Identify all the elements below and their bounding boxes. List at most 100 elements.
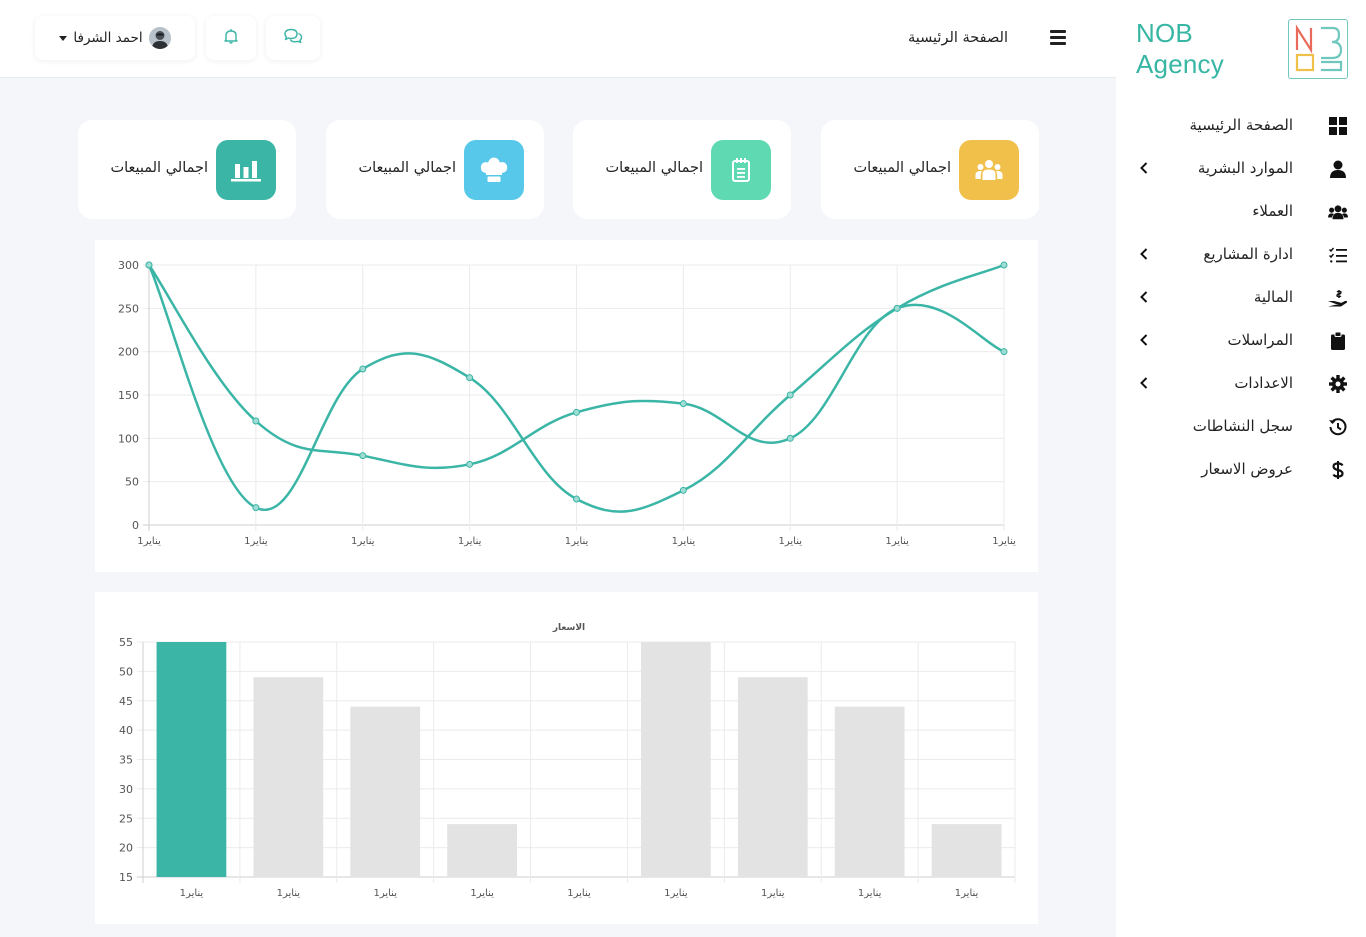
x-tick-label: 1يناير (277, 888, 301, 899)
dashboard-grid-icon (1328, 116, 1348, 136)
sidebar-item-label: ادارة المشاريع (1203, 245, 1293, 263)
bar (253, 677, 324, 877)
y-tick-label: 15 (119, 871, 133, 884)
chevron-left-icon (1138, 333, 1150, 347)
notepad-icon (711, 140, 771, 200)
stat-card-label: اجمالي المبيعات (853, 160, 951, 176)
x-tick-label: 1يناير (858, 888, 882, 899)
bar-chart-icon (216, 140, 276, 200)
sidebar-item-projects[interactable]: ادارة المشاريع (1116, 233, 1366, 276)
sidebar-item-correspondence[interactable]: المراسلات (1116, 319, 1366, 362)
bell-icon (223, 28, 239, 48)
notifications-button[interactable] (206, 16, 256, 60)
data-point (573, 408, 580, 416)
sidebar-item-quotes[interactable]: عروض الاسعار (1116, 448, 1366, 491)
x-tick-label: 1يناير (137, 536, 161, 547)
sidebar-item-settings[interactable]: الاعدادات (1116, 362, 1366, 405)
chevron-left-icon (1138, 161, 1150, 175)
x-tick-label: 1يناير (672, 536, 696, 547)
bar (931, 824, 1002, 877)
line-chart-panel: 0 50 100 150 200 250 300 1يناير 1يناير 1يناير 1ينا… (95, 240, 1038, 572)
brand-logo (1288, 19, 1348, 79)
y-tick-label: 250 (118, 302, 139, 315)
sidebar-item-label: الصفحة الرئيسية (1189, 116, 1294, 134)
brand[interactable]: NOB Agency (1136, 18, 1348, 80)
chart-title: الاسعار (552, 623, 585, 633)
tasks-list-icon (1328, 245, 1348, 265)
data-point (1000, 261, 1008, 269)
data-point (786, 391, 794, 399)
user-name: احمد الشرفا (73, 30, 143, 46)
user-icon (1328, 159, 1348, 179)
x-tick-label: 1يناير (351, 536, 375, 547)
stat-card[interactable]: اجمالي المبيعات (821, 120, 1039, 219)
y-tick-label: 200 (118, 346, 139, 359)
avatar (148, 27, 171, 49)
user-menu-button[interactable]: احمد الشرفا (35, 16, 195, 60)
x-tick-label: 1يناير (373, 888, 397, 899)
data-point (679, 486, 687, 494)
stat-card-label: اجمالي المبيعات (605, 160, 703, 176)
bar (350, 706, 421, 877)
x-tick-label: 1يناير (992, 536, 1016, 547)
x-tick-label: 1يناير (778, 536, 802, 547)
sidebar-item-home[interactable]: الصفحة الرئيسية (1116, 104, 1366, 147)
x-tick-label: 1يناير (955, 888, 979, 899)
chevron-left-icon (1138, 376, 1150, 390)
sidebar-item-activity-log[interactable]: سجل النشاطات (1116, 405, 1366, 448)
data-point (359, 452, 367, 460)
users-icon (959, 140, 1019, 200)
data-point (679, 400, 687, 408)
data-point (573, 495, 580, 503)
bar-chart-panel: الاسعار 15 20 25 30 35 40 45 50 55 1يناير 1يناير 1ين… (95, 592, 1038, 924)
stat-card[interactable]: اجمالي المبيعات (78, 120, 296, 219)
sidebar-item-label: الموارد البشرية (1197, 159, 1293, 177)
line-chart: 0 50 100 150 200 250 300 1يناير 1يناير 1يناير 1ينا… (118, 259, 1016, 547)
sidebar-item-finance[interactable]: المالية (1116, 276, 1366, 319)
history-icon (1328, 417, 1348, 437)
stat-card-label: اجمالي المبيعات (110, 160, 208, 176)
x-tick-label: 1يناير (565, 536, 589, 547)
x-tick-label: 1يناير (180, 888, 204, 899)
y-tick-label: 50 (125, 476, 139, 489)
data-point (359, 365, 367, 373)
chat-bubbles-icon (283, 28, 303, 48)
x-tick-label: 1يناير (567, 888, 591, 899)
data-point (466, 460, 474, 468)
bar (447, 824, 517, 877)
messages-button[interactable] (266, 16, 320, 60)
brand-name: NOB Agency (1136, 18, 1224, 79)
y-tick-label: 55 (119, 636, 133, 649)
chef-hat-icon (464, 140, 524, 200)
y-tick-label: 30 (119, 783, 133, 796)
x-tick-label: 1يناير (470, 888, 494, 899)
sidebar-item-label: الاعدادات (1234, 374, 1293, 392)
clipboard-icon (1328, 331, 1348, 351)
y-tick-label: 100 (118, 432, 139, 445)
sidebar-menu: الصفحة الرئيسية الموارد البشرية العملاء … (1116, 104, 1366, 491)
stat-card-label: اجمالي المبيعات (358, 160, 456, 176)
y-tick-label: 150 (118, 389, 139, 402)
sidebar-item-hr[interactable]: الموارد البشرية (1116, 147, 1366, 190)
sidebar-item-label: عروض الاسعار (1201, 460, 1293, 478)
dollar-icon (1328, 460, 1348, 480)
data-point (1000, 348, 1008, 356)
sidebar: NOB Agency الصفحة الرئيسية الموارد البشر… (1116, 0, 1366, 937)
nob-logo-icon (1295, 24, 1343, 72)
sidebar-item-label: سجل النشاطات (1192, 417, 1293, 435)
menu-toggle-icon[interactable] (1050, 30, 1066, 46)
y-tick-label: 40 (119, 724, 133, 737)
stat-card[interactable]: اجمالي المبيعات (573, 120, 791, 219)
sidebar-item-label: العملاء (1252, 202, 1293, 220)
page-title: الصفحة الرئيسية (907, 30, 1008, 46)
gear-icon (1328, 374, 1348, 394)
y-tick-label: 25 (119, 812, 133, 825)
sidebar-item-clients[interactable]: العملاء (1116, 190, 1366, 233)
data-point (466, 374, 474, 382)
y-tick-label: 45 (119, 695, 133, 708)
stat-card[interactable]: اجمالي المبيعات (326, 120, 544, 219)
bar (641, 642, 711, 877)
bar-chart: الاسعار 15 20 25 30 35 40 45 50 55 1يناير 1يناير 1ين… (119, 623, 1016, 899)
chevron-left-icon (1138, 290, 1150, 304)
data-point (786, 434, 794, 442)
